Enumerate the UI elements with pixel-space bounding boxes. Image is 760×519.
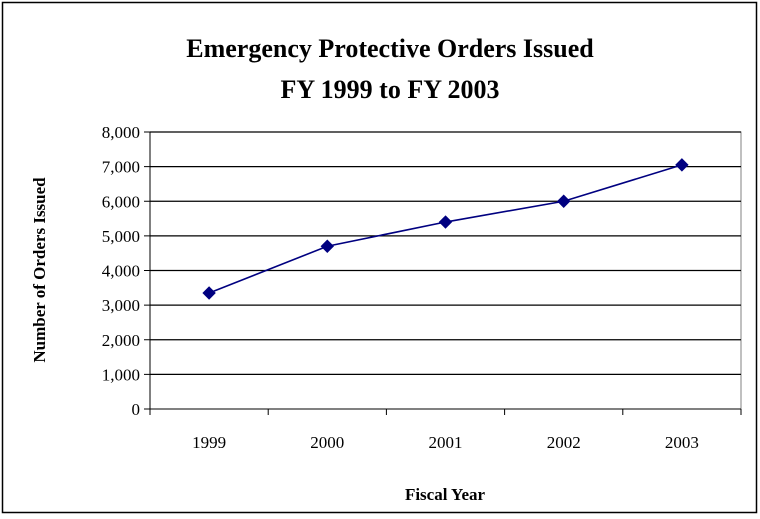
- y-tick-label: 5,000: [102, 227, 140, 246]
- y-tick-label: 4,000: [102, 262, 140, 281]
- y-tick-label: 6,000: [102, 192, 140, 211]
- x-tick-label: 2003: [665, 433, 699, 452]
- data-point-marker: [202, 286, 216, 300]
- y-axis-title: Number of Orders Issued: [30, 177, 49, 363]
- data-point-marker: [438, 215, 453, 229]
- chart-title-line2: FY 1999 to FY 2003: [280, 75, 499, 104]
- x-tick-label: 2002: [547, 433, 581, 452]
- data-point-marker: [320, 239, 335, 253]
- y-axis: 0 1,000 2,000 3,000 4,000 5,000 6,000 7,000 8,00…: [102, 123, 151, 419]
- x-tick-label: 1999: [192, 433, 226, 452]
- y-tick-label: 1,000: [102, 365, 140, 384]
- y-tick-label: 8,000: [102, 123, 140, 142]
- x-tick-label: 2000: [310, 433, 344, 452]
- chart-title-line1: Emergency Protective Orders Issued: [186, 34, 594, 63]
- x-tick-label: 2001: [429, 433, 463, 452]
- data-point-marker: [556, 194, 571, 208]
- data-point-marker: [675, 158, 689, 172]
- series-group: [202, 158, 689, 300]
- y-tick-label: 7,000: [102, 158, 140, 177]
- y-tick-label: 3,000: [102, 296, 140, 315]
- x-axis-title: Fiscal Year: [405, 485, 486, 504]
- gridlines: [150, 131, 741, 376]
- y-tick-label: 0: [132, 400, 141, 419]
- y-tick-label: 2,000: [102, 331, 140, 350]
- x-axis: 1999 2000 2001 2002 2003: [149, 408, 742, 452]
